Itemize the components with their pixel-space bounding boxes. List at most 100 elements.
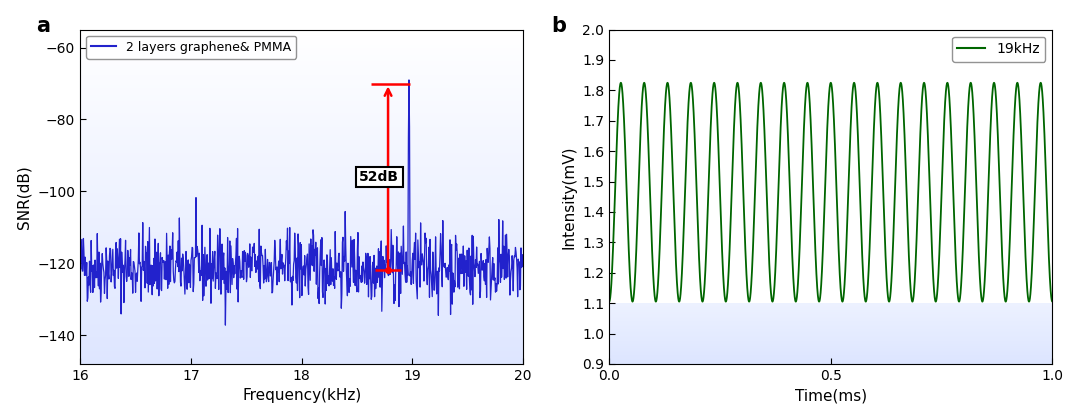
Bar [80, 165, 523, 167]
Bar [80, 168, 523, 170]
Bar [80, 103, 523, 105]
Bar [80, 324, 523, 326]
Bar [80, 197, 523, 198]
Bar [80, 177, 523, 178]
Bar [80, 242, 523, 244]
Bar [80, 167, 523, 168]
Bar [80, 31, 523, 33]
Bar [80, 289, 523, 290]
Bar [80, 247, 523, 249]
X-axis label: Frequency(kHz): Frequency(kHz) [242, 388, 362, 403]
Bar [80, 356, 523, 357]
Bar [80, 357, 523, 359]
Bar [80, 290, 523, 292]
Bar [80, 163, 523, 165]
Bar [80, 305, 523, 307]
Bar [80, 81, 523, 83]
Bar [80, 97, 523, 98]
Bar [80, 262, 523, 264]
Bar [80, 255, 523, 257]
Bar [609, 333, 1052, 335]
Bar [80, 309, 523, 310]
Bar [80, 71, 523, 73]
Bar [80, 352, 523, 354]
Bar [80, 280, 523, 282]
Bar [80, 170, 523, 172]
Bar [80, 130, 523, 131]
Bar [80, 361, 523, 362]
Bar [80, 207, 523, 208]
Bar [80, 148, 523, 150]
Bar [80, 300, 523, 302]
Bar [609, 357, 1052, 358]
Bar [80, 48, 523, 50]
Bar [80, 213, 523, 215]
Bar [80, 131, 523, 133]
Bar [80, 235, 523, 237]
X-axis label: Time(ms): Time(ms) [795, 388, 867, 403]
Bar [80, 136, 523, 138]
Text: 52dB: 52dB [360, 170, 400, 184]
Bar [80, 269, 523, 270]
Bar [80, 310, 523, 312]
Bar [80, 143, 523, 145]
Bar [80, 123, 523, 125]
Bar [80, 87, 523, 88]
Bar [80, 113, 523, 115]
Bar [609, 308, 1052, 309]
Bar [80, 105, 523, 107]
Bar [80, 140, 523, 142]
Bar [80, 194, 523, 195]
Bar [80, 344, 523, 346]
Bar [80, 121, 523, 123]
Bar [80, 319, 523, 320]
Bar [80, 234, 523, 235]
Bar [80, 46, 523, 48]
Y-axis label: Intensity(mV): Intensity(mV) [562, 145, 577, 249]
Bar [609, 337, 1052, 339]
Bar [80, 50, 523, 51]
Bar [80, 249, 523, 250]
Bar [80, 347, 523, 349]
Bar [80, 277, 523, 278]
Bar [80, 205, 523, 207]
Bar [80, 332, 523, 334]
Bar [609, 348, 1052, 349]
Bar [80, 76, 523, 78]
Bar [609, 362, 1052, 363]
Bar [609, 346, 1052, 347]
Bar [80, 359, 523, 361]
Bar [609, 335, 1052, 336]
Bar [80, 272, 523, 274]
Bar [80, 342, 523, 344]
Bar [80, 92, 523, 93]
Bar [609, 307, 1052, 308]
Bar [80, 116, 523, 118]
Bar [80, 299, 523, 300]
Bar [80, 73, 523, 75]
Bar [80, 284, 523, 285]
Bar [80, 302, 523, 304]
Bar [80, 215, 523, 217]
Bar [609, 339, 1052, 340]
Bar [80, 222, 523, 223]
Bar [80, 45, 523, 46]
Bar [80, 232, 523, 234]
Bar [80, 83, 523, 85]
Bar [80, 60, 523, 61]
Bar [80, 61, 523, 63]
Bar [80, 157, 523, 158]
Bar [80, 341, 523, 342]
Bar [80, 217, 523, 218]
Bar [80, 327, 523, 329]
Bar [80, 39, 523, 41]
Bar [80, 282, 523, 284]
Bar [80, 90, 523, 92]
Bar [609, 303, 1052, 304]
Bar [80, 85, 523, 87]
Bar [80, 276, 523, 277]
Bar [80, 56, 523, 58]
Bar [609, 331, 1052, 332]
Bar [80, 95, 523, 97]
Bar [80, 133, 523, 135]
